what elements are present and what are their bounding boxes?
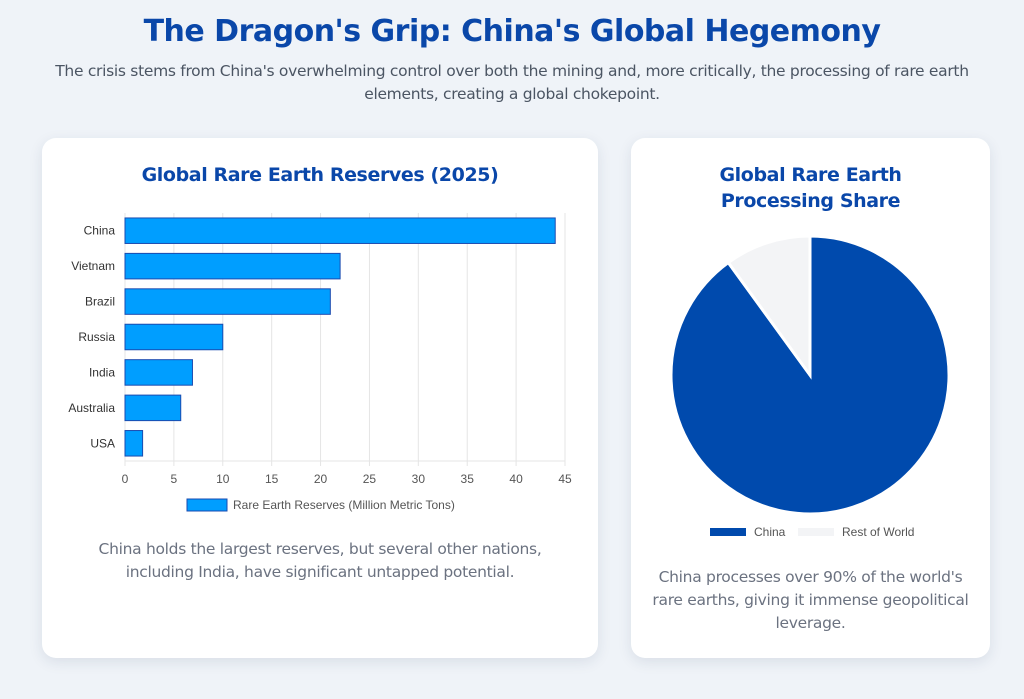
pie-slice-rest-of-world[interactable]	[726, 234, 812, 380]
x-tick-label: 20	[314, 472, 328, 486]
legend-swatch-reserves	[186, 498, 228, 512]
bar-australia[interactable]	[124, 394, 182, 422]
reserves-card: Global Rare Earth Reserves (2025) China V…	[42, 138, 598, 658]
bar-vietnam[interactable]	[124, 252, 341, 280]
bar-russia[interactable]	[124, 323, 224, 351]
x-tick-label: 10	[216, 472, 230, 486]
bar-usa[interactable]	[124, 430, 144, 457]
legend-label: China	[754, 525, 786, 539]
bar-category-labels: China Vietnam Brazil Russia India Australia US…	[68, 224, 115, 451]
category-label: China	[84, 224, 116, 238]
category-label: Brazil	[85, 295, 115, 309]
bar-china[interactable]	[124, 217, 556, 244]
reserves-bar-chart: China Vietnam Brazil Russia India Australia US…	[68, 213, 572, 512]
bar-brazil[interactable]	[124, 288, 331, 315]
pie-slices	[669, 234, 951, 516]
legend-item-rest-of-world[interactable]: Rest of World	[798, 525, 914, 539]
bar-marks	[124, 217, 556, 457]
page-subtitle: The crisis stems from China's overwhelmi…	[55, 62, 969, 103]
x-tick-label: 45	[558, 472, 572, 486]
legend-swatch	[710, 528, 746, 536]
reserves-description: China holds the largest reserves, but se…	[98, 540, 542, 581]
category-label: USA	[90, 436, 115, 450]
pie-legend: China Rest of World	[710, 525, 914, 539]
x-tick-label: 25	[363, 472, 377, 486]
category-label: Vietnam	[71, 259, 115, 273]
bar-tick-labels: 0 5 10 15 20 25 30 35 40 45	[122, 472, 572, 486]
category-label: Australia	[68, 401, 115, 415]
legend-swatch	[798, 528, 834, 536]
legend-label-reserves: Rare Earth Reserves (Million Metric Tons…	[233, 498, 455, 512]
processing-description: China processes over 90% of the world's …	[652, 568, 969, 632]
legend-item-china[interactable]: China	[710, 525, 786, 539]
legend-label: Rest of World	[842, 525, 914, 539]
x-tick-label: 15	[265, 472, 279, 486]
x-tick-label: 35	[461, 472, 475, 486]
x-tick-label: 5	[171, 472, 178, 486]
x-tick-label: 30	[412, 472, 426, 486]
processing-pie-chart: China Rest of World	[669, 234, 951, 539]
processing-chart-title: Global Rare Earth Processing Share	[719, 164, 902, 212]
x-tick-label: 0	[122, 472, 129, 486]
bar-legend[interactable]: Rare Earth Reserves (Million Metric Tons…	[186, 498, 455, 512]
reserves-chart-title: Global Rare Earth Reserves (2025)	[141, 164, 499, 186]
page-title: The Dragon's Grip: China's Global Hegemo…	[143, 14, 881, 49]
bar-india[interactable]	[124, 359, 193, 386]
category-label: India	[89, 365, 115, 379]
category-label: Russia	[78, 330, 115, 344]
processing-card: Global Rare Earth Processing Share China…	[631, 138, 990, 658]
x-tick-label: 40	[509, 472, 523, 486]
